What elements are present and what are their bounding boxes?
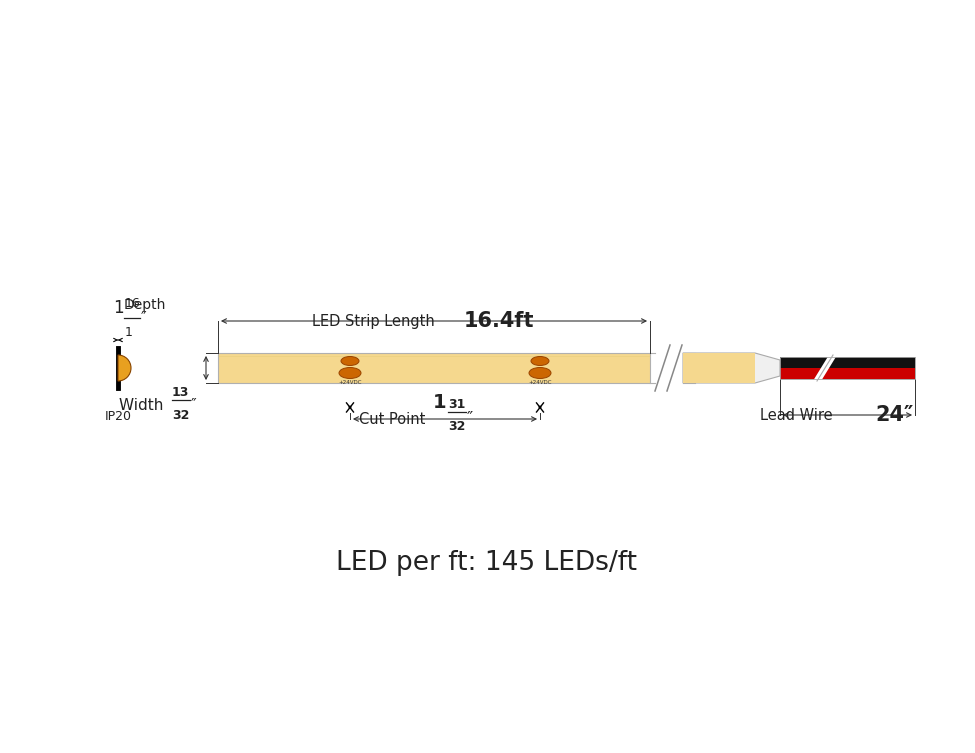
Text: 32: 32 xyxy=(448,420,465,433)
Text: 13: 13 xyxy=(172,386,189,399)
Bar xyxy=(780,357,915,368)
Polygon shape xyxy=(683,353,780,383)
Circle shape xyxy=(538,406,541,409)
Bar xyxy=(780,357,915,379)
Text: +24VDC: +24VDC xyxy=(528,380,552,385)
Text: 32: 32 xyxy=(172,409,189,422)
Wedge shape xyxy=(118,355,131,381)
Ellipse shape xyxy=(529,367,551,379)
Text: LED Strip Length: LED Strip Length xyxy=(312,313,444,328)
Text: ″: ″ xyxy=(141,310,147,325)
Bar xyxy=(780,357,915,379)
Bar xyxy=(780,368,915,379)
Text: ″: ″ xyxy=(467,410,473,428)
Text: IP20: IP20 xyxy=(104,410,132,423)
Ellipse shape xyxy=(341,356,359,365)
Text: Cut Point: Cut Point xyxy=(359,411,430,426)
Bar xyxy=(683,353,755,383)
Text: Lead Wire: Lead Wire xyxy=(760,407,838,422)
Circle shape xyxy=(348,406,352,409)
Text: 1: 1 xyxy=(125,326,133,339)
Text: LED per ft: 145 LEDs/ft: LED per ft: 145 LEDs/ft xyxy=(336,550,638,576)
Bar xyxy=(218,353,650,383)
Text: Width: Width xyxy=(119,398,168,413)
Text: 31: 31 xyxy=(448,398,465,411)
Text: 16: 16 xyxy=(125,297,140,310)
Ellipse shape xyxy=(531,356,549,365)
Text: 16.4ft: 16.4ft xyxy=(464,311,534,331)
Text: ″: ″ xyxy=(191,398,197,413)
Text: 24″: 24″ xyxy=(876,405,914,425)
Text: 1: 1 xyxy=(432,393,446,412)
Ellipse shape xyxy=(339,367,361,379)
Text: Depth: Depth xyxy=(124,298,167,312)
Text: 1: 1 xyxy=(113,299,124,317)
Text: +24VDC: +24VDC xyxy=(338,380,362,385)
